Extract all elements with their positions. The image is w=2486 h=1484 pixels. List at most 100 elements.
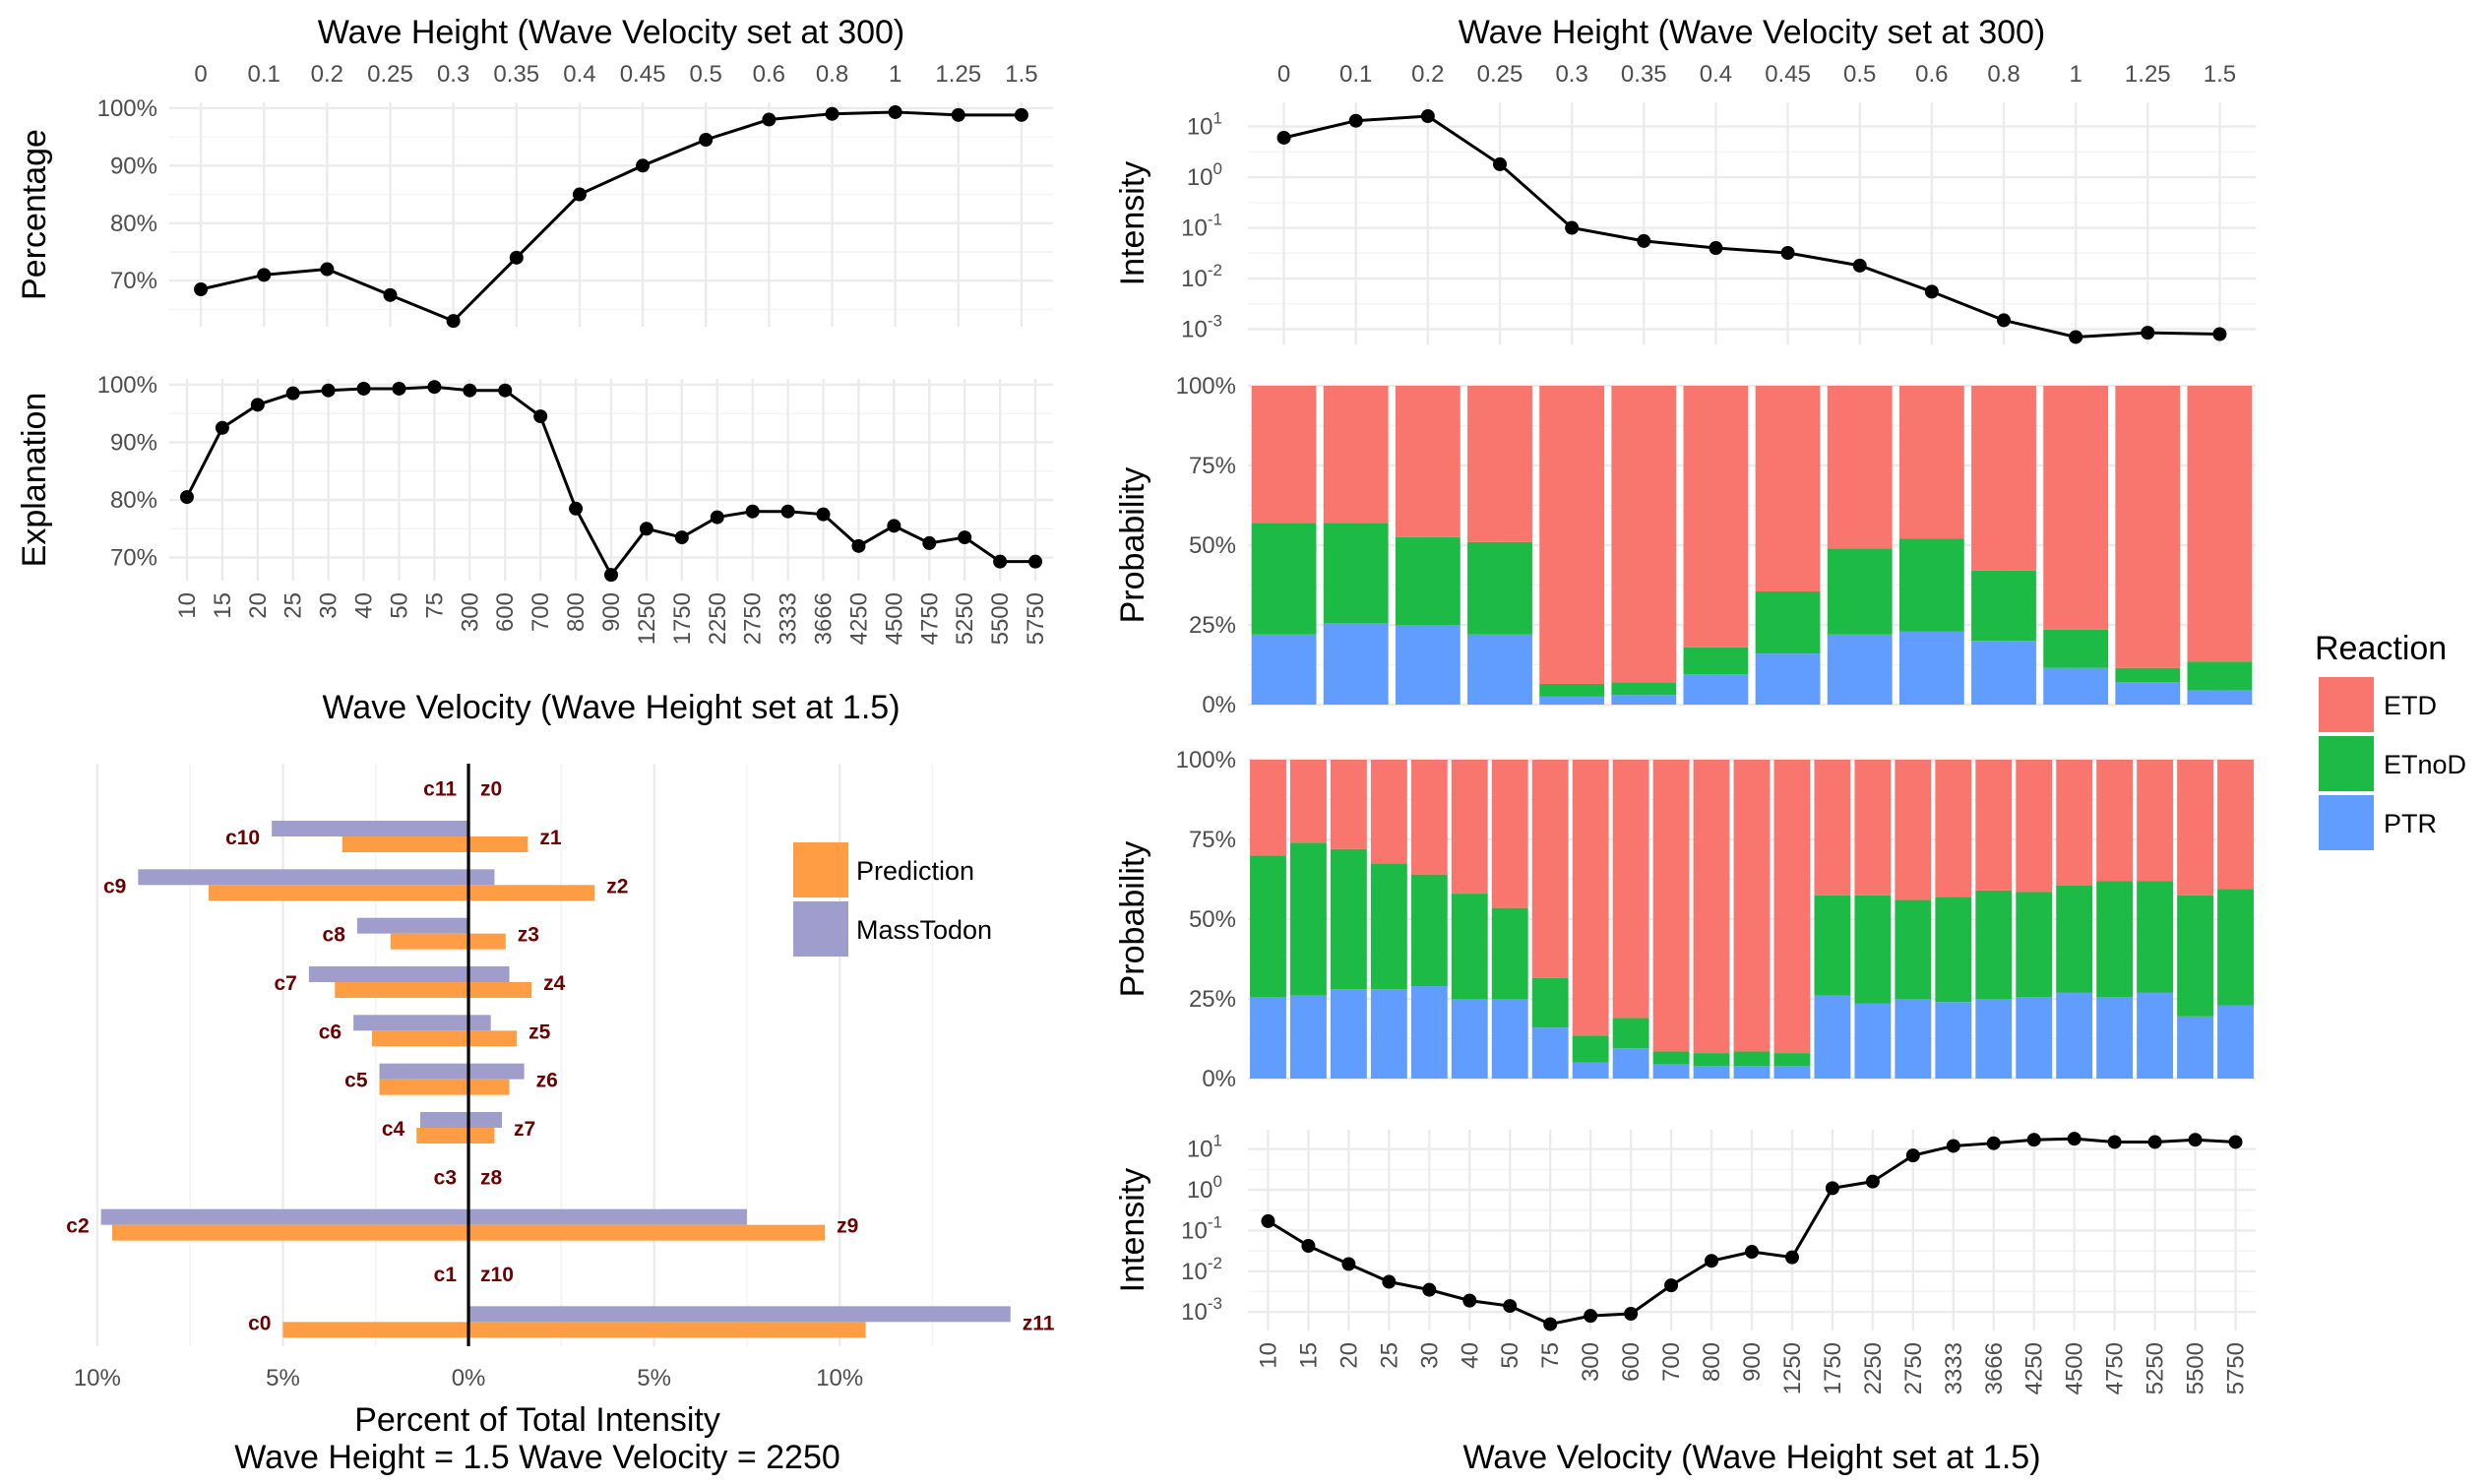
x-tick-label: 25 [1376,1342,1402,1369]
bar-segment-ptr [1370,989,1407,1079]
bar-segment-ptr [1814,995,1851,1079]
y-tick-label: 0% [1202,692,1236,718]
x-tick-label: 5750 [2223,1342,2250,1394]
y-tick-base: 10 [1181,1259,1208,1285]
data-point [427,380,442,395]
data-point [1493,156,1507,171]
x-tick-label: 300 [457,592,483,632]
bar-masstodon [272,821,469,836]
bar-masstodon [353,1015,469,1031]
bar-segment-etd [1250,760,1286,856]
y-tick-exponent: -2 [1208,261,1222,279]
bar-segment-etnod [2137,881,2174,993]
bar-segment-etnod [1467,541,1532,635]
data-point [320,262,335,277]
c-ion-label: c6 [319,1020,342,1043]
bar-prediction [468,1224,826,1241]
y-tick-exponent: 1 [1213,1132,1222,1150]
x-tick-label: 30 [316,592,342,619]
x-axis-title: Percent of Total Intensity [354,1401,720,1439]
bar-segment-ptr [1611,695,1677,705]
bar-segment-etnod [1451,894,1488,999]
data-point [1924,284,1939,299]
data-point [745,504,760,519]
y-tick-exponent: -2 [1208,1254,1222,1272]
bar-segment-etd [1395,386,1461,537]
x-tick-label: 2750 [1900,1342,1927,1394]
c-ion-label: c10 [225,827,260,849]
bar-masstodon [468,1208,747,1225]
x-tick-label: 700 [528,592,554,632]
x-axis-title: Wave Velocity (Wave Height set at 1.5) [1462,1439,2040,1476]
legend-title: Reaction [2315,630,2447,667]
x-tick-label: 5% [637,1365,671,1391]
bar-prediction [282,1322,469,1338]
bar-segment-ptr [1539,696,1605,705]
bar-prediction [468,1079,510,1095]
y-tick-label: 10-2 [1181,1254,1222,1285]
x-tick-label: 0.35 [493,61,539,88]
bar-segment-etd [1773,760,1811,1054]
z-ion-label: z5 [528,1020,551,1043]
bar-segment-etd [1733,760,1771,1052]
x-tick-label: 10% [816,1365,863,1391]
bar-segment-ptr [1491,999,1528,1079]
c-ion-label: c0 [248,1312,271,1334]
bar-segment-etnod [1827,548,1893,635]
bar-segment-etd [1755,386,1821,591]
bar-prediction [468,836,528,852]
bar-segment-ptr [1755,653,1821,705]
c-ion-label: c9 [103,875,126,897]
bar-masstodon [468,1015,491,1031]
x-tick-label: 0 [1277,61,1290,88]
legend-label-masstodon: MassTodon [856,915,992,945]
bar-prediction [111,1224,469,1241]
data-point [509,250,524,265]
x-tick-label: 40 [351,592,378,619]
bar-prediction [468,885,595,901]
data-point [2067,1132,2082,1146]
data-point [1382,1274,1397,1289]
x-tick-label: 0.6 [1915,61,1948,88]
x-tick-label: 4500 [881,592,907,645]
data-point [1276,130,1291,145]
bar-segment-etd [1814,760,1851,896]
bar-segment-etnod [2177,895,2213,1017]
bar-segment-etd [1491,760,1528,908]
bar-masstodon [356,917,469,934]
z-ion-label: z10 [480,1264,514,1286]
data-point [446,314,461,329]
bar-segment-etnod [2115,667,2181,683]
bar-segment-etnod [2187,661,2253,691]
z-ion-label: z4 [543,972,566,995]
data-point [1341,1257,1356,1271]
data-point [2228,1135,2243,1149]
data-point [1565,220,1580,235]
data-point [993,554,1008,569]
bar-masstodon [379,1063,469,1080]
x-tick-label: 3666 [1981,1342,2008,1394]
data-point [1503,1299,1518,1314]
data-point [636,158,651,173]
y-tick-base: 10 [1181,1217,1208,1244]
data-point [1825,1181,1839,1196]
bar-segment-etd [1611,386,1677,683]
bar-masstodon [420,1112,469,1128]
bar-segment-ptr [2043,667,2109,705]
bar-segment-ptr [1827,634,1893,705]
x-tick-label: 15 [210,592,236,619]
bar-segment-ptr [2096,997,2134,1079]
bar-segment-etd [1693,760,1730,1054]
y-axis-title: Probability [1114,467,1151,624]
data-point [888,104,902,119]
series-line [1283,114,2220,339]
data-point [780,504,795,519]
bar-segment-etnod [1895,899,1932,999]
x-tick-label: 900 [1739,1342,1766,1382]
data-point [699,133,714,147]
bar-segment-ptr [1451,999,1488,1079]
data-point [463,383,477,398]
bar-segment-ptr [2217,1005,2254,1079]
data-point [1705,1254,1719,1268]
z-ion-label: z7 [514,1118,535,1141]
